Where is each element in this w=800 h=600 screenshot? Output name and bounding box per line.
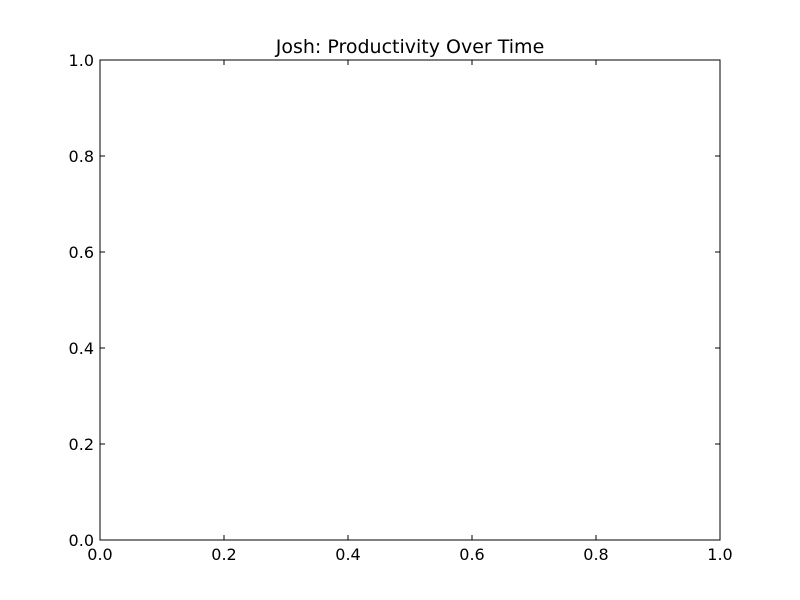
plot-area-frame [99, 59, 721, 541]
y-tick-label: 0.0 [69, 531, 94, 550]
x-tick-label: 0.8 [583, 545, 608, 564]
y-tick-label: 0.4 [69, 339, 94, 358]
x-axis: 0.0 0.2 0.4 0.6 0.8 1.0 [87, 60, 733, 564]
y-tick-label: 0.6 [69, 243, 94, 262]
x-tick-label: 0.2 [211, 545, 236, 564]
y-tick-label: 0.2 [69, 435, 94, 454]
x-tick-label: 0.4 [335, 545, 360, 564]
x-tick-label: 1.0 [707, 545, 732, 564]
y-axis: 0.0 0.2 0.4 0.6 0.8 1.0 [69, 51, 720, 550]
y-tick-label: 0.8 [69, 147, 94, 166]
x-tick-label: 0.6 [459, 545, 484, 564]
x-tick-label: 0.0 [87, 545, 112, 564]
y-tick-label: 1.0 [69, 51, 94, 70]
chart-title: Josh: Productivity Over Time [275, 36, 545, 58]
